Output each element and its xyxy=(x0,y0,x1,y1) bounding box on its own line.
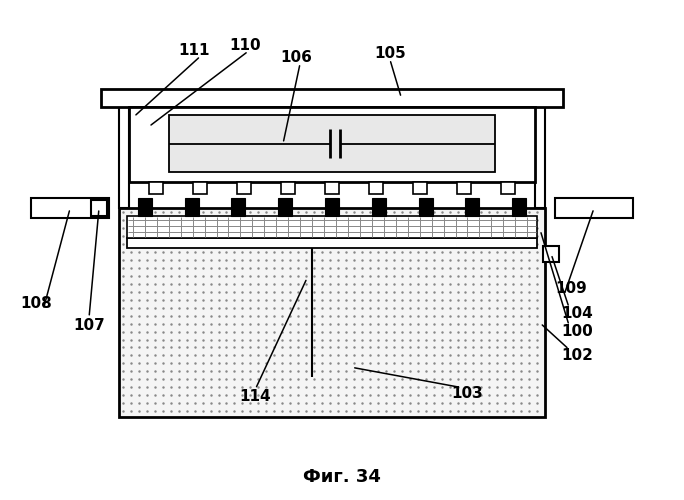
Bar xyxy=(281,182,295,194)
Bar xyxy=(325,198,339,216)
Bar xyxy=(419,198,433,216)
Bar xyxy=(169,115,495,172)
Text: 111: 111 xyxy=(178,42,209,58)
Bar xyxy=(413,182,427,194)
Bar xyxy=(325,182,339,194)
Bar xyxy=(127,216,537,238)
Text: 103: 103 xyxy=(451,386,484,400)
Bar xyxy=(543,246,559,262)
Bar xyxy=(91,200,107,216)
Bar xyxy=(119,107,129,208)
Text: 114: 114 xyxy=(239,388,271,404)
Bar xyxy=(127,238,537,248)
Bar xyxy=(193,182,207,194)
Bar xyxy=(231,198,246,216)
Bar xyxy=(101,89,563,107)
Text: 102: 102 xyxy=(561,348,593,363)
Text: 106: 106 xyxy=(280,50,312,64)
Bar xyxy=(501,182,515,194)
Bar xyxy=(458,182,471,194)
Bar xyxy=(138,198,152,216)
Bar xyxy=(31,198,109,218)
Bar xyxy=(278,198,292,216)
Text: 109: 109 xyxy=(555,282,587,296)
Text: 108: 108 xyxy=(21,296,52,311)
Bar xyxy=(555,198,633,218)
Text: 107: 107 xyxy=(73,318,105,333)
Bar xyxy=(372,198,386,216)
Text: 104: 104 xyxy=(561,306,593,321)
Bar xyxy=(237,182,251,194)
Bar xyxy=(512,198,526,216)
Text: Фиг. 34: Фиг. 34 xyxy=(303,468,381,485)
Bar xyxy=(129,107,535,182)
Bar xyxy=(466,198,479,216)
Bar xyxy=(535,107,545,208)
Text: 105: 105 xyxy=(374,46,406,60)
Text: 100: 100 xyxy=(561,324,593,339)
Text: 110: 110 xyxy=(230,38,261,52)
Bar xyxy=(119,208,545,417)
Bar xyxy=(369,182,383,194)
Bar xyxy=(149,182,163,194)
Bar xyxy=(119,208,545,417)
Bar xyxy=(185,198,198,216)
